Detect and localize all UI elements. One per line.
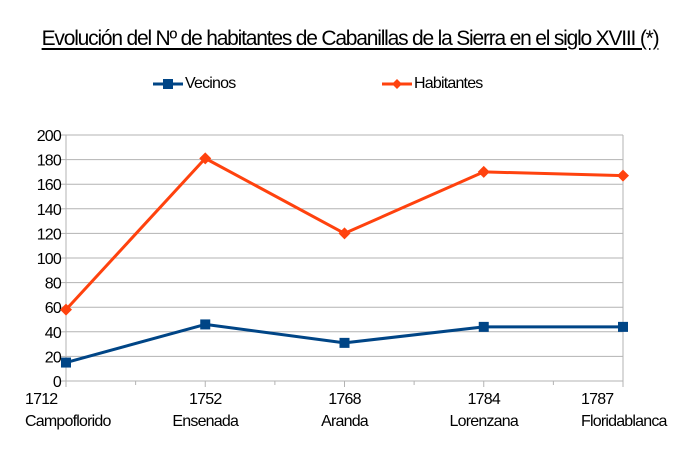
y-tick-label: 100 (37, 251, 62, 268)
legend: Vecinos Habitantes (0, 75, 700, 99)
y-tick-label: 40 (45, 325, 62, 342)
data-point-habitantes (477, 165, 490, 178)
data-point-vecinos (478, 321, 489, 332)
legend-marker-habitantes-icon (382, 79, 412, 89)
data-point-habitantes (617, 169, 629, 182)
data-point-habitantes (60, 303, 72, 316)
data-point-habitantes (338, 227, 351, 240)
data-point-vecinos (618, 321, 628, 332)
y-tick-label: 160 (37, 177, 62, 194)
legend-label-habitantes: Habitantes (414, 75, 483, 92)
data-point-habitantes (199, 152, 212, 165)
y-tick-label: 200 (37, 128, 62, 145)
x-tick-label-year: 1787 (581, 391, 614, 408)
y-tick-label: 0 (53, 374, 62, 391)
data-point-vecinos (61, 357, 71, 368)
legend-item-vecinos: Vecinos (153, 75, 236, 93)
legend-item-habitantes: Habitantes (382, 75, 483, 93)
legend-label-vecinos: Vecinos (185, 75, 236, 92)
series-vecinos (61, 319, 628, 368)
series-habitantes (60, 152, 629, 316)
chart-title: Evolución del Nº de habitantes de Cabani… (41, 27, 660, 50)
x-tick-label-name: Campoflorido (25, 413, 111, 430)
y-tick-label: 140 (37, 202, 62, 219)
x-tick-label-year: 1752 (189, 391, 222, 408)
x-tick-label-year: 1784 (468, 391, 501, 408)
x-tick-label-name: Ensenada (172, 413, 239, 430)
y-tick-label: 60 (45, 300, 62, 317)
x-tick-label-name: Floridablanca (581, 413, 668, 430)
y-tick-label: 180 (37, 153, 62, 170)
x-tick-label-year: 1768 (328, 391, 361, 408)
y-tick-label: 20 (45, 349, 62, 366)
y-tick-label: 80 (45, 276, 62, 293)
y-tick-label: 120 (37, 226, 62, 243)
x-tick-label-year: 1712 (25, 391, 58, 408)
data-point-vecinos (339, 337, 350, 348)
data-point-vecinos (200, 319, 211, 330)
legend-marker-vecinos-icon (153, 79, 183, 89)
x-tick-label-name: Lorenzana (450, 413, 519, 430)
x-tick-label-name: Aranda (321, 413, 369, 430)
